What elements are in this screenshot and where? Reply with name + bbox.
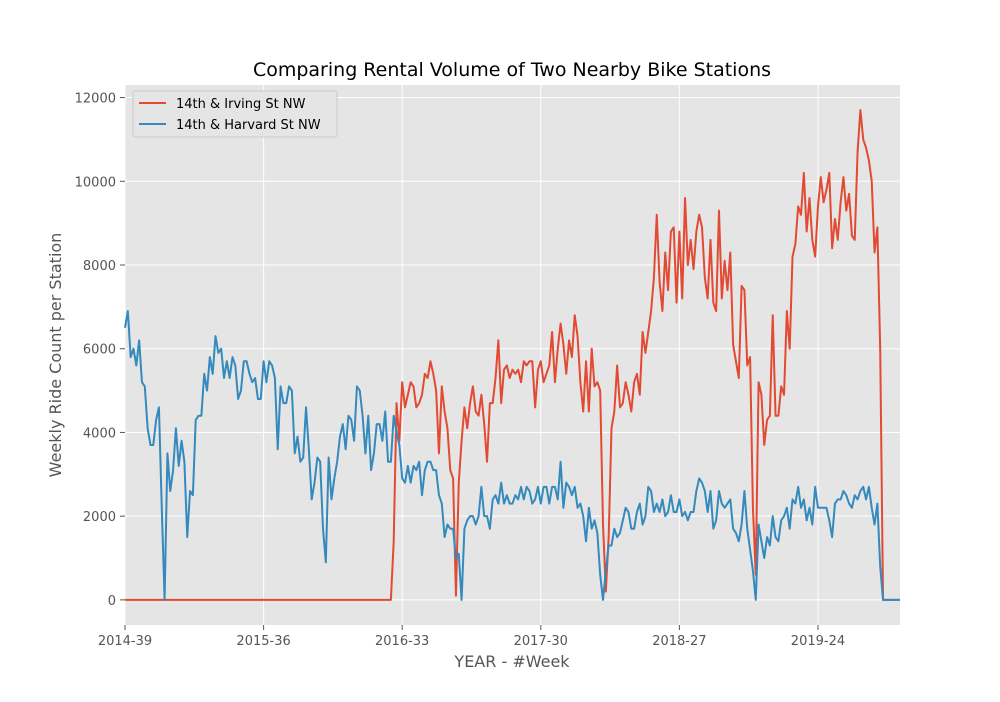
y-tick-label: 8000 <box>83 259 116 274</box>
legend: 14th & Irving St NW 14th & Harvard St NW <box>132 90 338 138</box>
y-tick-label: 12000 <box>75 92 116 107</box>
y-tick-label: 6000 <box>83 343 116 358</box>
x-axis-label: YEAR - #Week <box>453 652 570 671</box>
y-axis-ticks: 0 2000 4000 6000 8000 10000 12000 <box>75 92 125 609</box>
x-tick-label: 2019-24 <box>791 634 845 649</box>
series-lines <box>124 109 900 601</box>
x-tick-label: 2018-27 <box>652 634 706 649</box>
legend-label-harvard: 14th & Harvard St NW <box>176 118 321 133</box>
y-tick-label: 10000 <box>75 175 116 190</box>
plot-background <box>125 85 900 625</box>
grid-lines <box>124 85 900 625</box>
x-tick-label: 2017-30 <box>514 634 568 649</box>
y-tick-label: 2000 <box>83 510 116 525</box>
series-line-harvard <box>124 310 900 601</box>
legend-label-irving: 14th & Irving St NW <box>176 97 306 112</box>
x-axis-ticks: 2014-39 2015-36 2016-33 2017-30 2018-27 2019-… <box>98 625 845 649</box>
y-axis-label: Weekly Ride Count per Station <box>46 233 65 478</box>
y-tick-label: 4000 <box>83 426 116 441</box>
x-tick-label: 2015-36 <box>236 634 290 649</box>
y-tick-label: 0 <box>108 594 116 609</box>
legend-box <box>132 90 338 138</box>
x-tick-label: 2014-39 <box>98 634 152 649</box>
series-line-irving <box>125 109 900 601</box>
x-tick-label: 2016-33 <box>375 634 429 649</box>
chart-title: Comparing Rental Volume of Two Nearby Bi… <box>253 59 771 81</box>
